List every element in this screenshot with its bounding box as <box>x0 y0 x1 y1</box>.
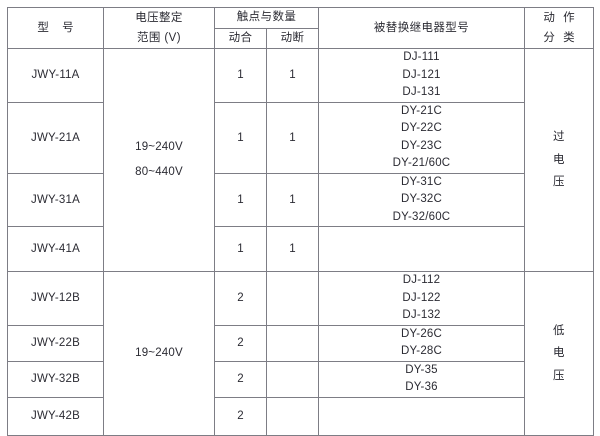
cell-voltage-range-group-b: 19~240V <box>103 271 215 436</box>
cell-contact-nc: 1 <box>266 101 319 174</box>
action-class-char: 电 <box>553 153 565 166</box>
cell-model: JWY-32B <box>7 360 104 398</box>
cell-model: JWY-12B <box>7 271 104 326</box>
action-class-char: 过 <box>553 131 565 144</box>
table-row: JWY-12B 19~240V 2 DJ-112 DJ-122 DJ-132 低… <box>7 271 594 436</box>
header-voltage-line2: 范围 (V) <box>137 32 181 44</box>
replaced-relay-item: DY-36 <box>405 381 438 393</box>
cell-contact-nc <box>266 271 319 326</box>
header-action-class: 动 作 分 类 <box>524 7 594 49</box>
cell-action-class-undervoltage: 低 电 压 <box>524 271 594 436</box>
replaced-relay-item: DJ-131 <box>402 86 441 98</box>
replaced-relay-item: DY-21C <box>400 104 443 117</box>
cell-replaced-relay: DY-26C DY-28C <box>318 324 525 362</box>
header-model: 型 号 <box>7 7 104 49</box>
table-row: JWY-22B 2 DY-26C DY-28C <box>7 324 594 362</box>
header-replaced-relay: 被替换继电器型号 <box>318 7 525 49</box>
replaced-relay-item: DY-22C <box>400 122 443 134</box>
replaced-relay-item: DY-28C <box>400 345 443 357</box>
cell-contact-nc: 1 <box>266 172 319 227</box>
header-action-class-line1: 动 作 <box>543 12 578 24</box>
replaced-relay-item: DY-31C <box>400 175 443 188</box>
cell-voltage-range-group-a: 19~240V 80~440V <box>103 48 215 272</box>
voltage-group-b-line1: 19~240V <box>135 346 183 359</box>
replaced-relay-item: DJ-112 <box>402 274 441 286</box>
table-row: JWY-31A 1 1 DY-31C DY-32C DY-32/60C <box>7 172 594 227</box>
cell-replaced-relay <box>318 226 525 272</box>
cell-model: JWY-11A <box>7 48 104 103</box>
cell-contact-no: 2 <box>214 271 267 326</box>
cell-contact-nc <box>266 324 319 362</box>
replaced-relay-item: DY-32C <box>400 193 443 205</box>
replaced-relay-item: DY-23C <box>400 139 443 152</box>
cell-contact-no: 1 <box>214 172 267 227</box>
cell-model: JWY-41A <box>7 226 104 272</box>
header-contact-nc: 动断 <box>266 27 319 49</box>
table-row: JWY-42B 2 <box>7 396 594 436</box>
cell-contact-no: 2 <box>214 324 267 362</box>
cell-replaced-relay <box>318 396 525 436</box>
replaced-relay-item: DY-35 <box>405 363 438 376</box>
header-model-label: 型 号 <box>37 21 79 34</box>
cell-replaced-relay: DY-35 DY-36 <box>318 360 525 398</box>
cell-contact-no: 1 <box>214 226 267 272</box>
cell-contact-nc: 1 <box>266 48 319 103</box>
document-sheet: 型 号 电压整定 范围 (V) 触点与数量 被替换继电器型号 动 作 分 类 动… <box>7 7 594 436</box>
cell-contact-nc <box>266 360 319 398</box>
replaced-relay-item: DJ-122 <box>402 291 441 304</box>
replaced-relay-item: DJ-121 <box>402 68 441 81</box>
header-row-bottom: 动合 动断 <box>8 27 594 49</box>
action-class-char: 电 <box>553 347 565 359</box>
table-body: JWY-11A 19~240V 80~440V 1 1 DJ-111 DJ-12… <box>7 48 594 436</box>
voltage-group-a-line1: 19~240V <box>135 141 183 153</box>
header-voltage-range: 电压整定 范围 (V) <box>103 7 215 49</box>
cell-contact-no: 1 <box>214 101 267 174</box>
action-class-char: 压 <box>553 369 565 382</box>
cell-contact-nc: 1 <box>266 226 319 272</box>
cell-contact-nc <box>266 396 319 436</box>
cell-model: JWY-22B <box>7 324 104 362</box>
cell-model: JWY-31A <box>7 172 104 227</box>
header-contacts-group: 触点与数量 <box>214 7 319 29</box>
cell-replaced-relay: DY-21C DY-22C DY-23C DY-21/60C <box>318 101 525 174</box>
table-row: JWY-32B 2 DY-35 DY-36 <box>7 360 594 398</box>
replaced-relay-item: DY-26C <box>400 327 443 340</box>
header-action-class-line2: 分 类 <box>543 32 578 44</box>
replaced-relay-item: DY-21/60C <box>392 157 451 169</box>
cell-contact-no: 2 <box>214 396 267 436</box>
replaced-relay-item: DJ-111 <box>403 51 440 63</box>
cell-replaced-relay: DY-31C DY-32C DY-32/60C <box>318 172 525 227</box>
cell-model: JWY-42B <box>7 396 104 436</box>
cell-replaced-relay: DJ-111 DJ-121 DJ-131 <box>318 48 525 103</box>
cell-model: JWY-21A <box>7 101 104 174</box>
table-header: 型 号 电压整定 范围 (V) 触点与数量 被替换继电器型号 动 作 分 类 动… <box>7 7 594 49</box>
action-class-char: 低 <box>553 324 565 337</box>
table-row: JWY-21A 1 1 DY-21C DY-22C DY-23C DY-21/6… <box>7 101 594 174</box>
header-contact-no: 动合 <box>214 27 267 49</box>
replaced-relay-item: DJ-132 <box>402 309 441 321</box>
cell-contact-no: 1 <box>214 48 267 103</box>
relay-specification-table: 型 号 电压整定 范围 (V) 触点与数量 被替换继电器型号 动 作 分 类 动… <box>7 7 594 436</box>
table-row: JWY-11A 19~240V 80~440V 1 1 DJ-111 DJ-12… <box>7 48 594 272</box>
replaced-relay-item: DY-32/60C <box>392 210 451 223</box>
voltage-group-a-line2: 80~440V <box>135 166 183 178</box>
cell-contact-no: 2 <box>214 360 267 398</box>
table-row: JWY-41A 1 1 <box>7 226 594 272</box>
cell-action-class-overvoltage: 过 电 压 <box>524 48 594 272</box>
header-voltage-line1: 电压整定 <box>135 12 183 24</box>
header-row-top: 型 号 电压整定 范围 (V) 触点与数量 被替换继电器型号 动 作 分 类 <box>7 7 594 49</box>
action-class-char: 压 <box>553 176 565 189</box>
cell-replaced-relay: DJ-112 DJ-122 DJ-132 <box>318 271 525 326</box>
